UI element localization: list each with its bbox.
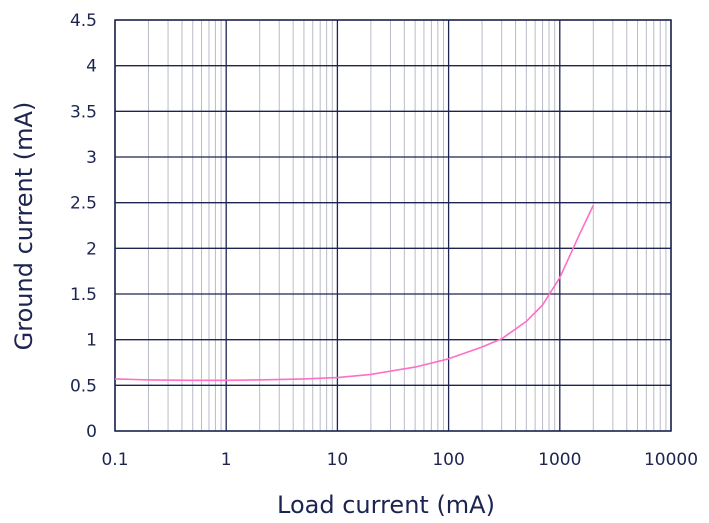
- data-point: [415, 366, 416, 367]
- y-tick-label: 0: [86, 422, 97, 442]
- data-point: [148, 379, 149, 380]
- plot-frame: [114, 19, 672, 432]
- y-tick-labels: 0 0.5 1 1.5 2 2.5 3 3.5 4 4.5: [70, 11, 97, 442]
- data-point: [542, 304, 543, 305]
- y-tick-label: 2.5: [70, 194, 97, 214]
- y-tick-label: 3: [86, 148, 97, 168]
- x-tick-label: 1: [221, 450, 232, 470]
- data-point: [226, 380, 227, 381]
- data-point: [303, 378, 304, 379]
- minor-gridlines: [147, 20, 667, 431]
- x-axis-label: Load current (mA): [277, 491, 495, 519]
- x-tick-labels: 0.1 1 10 100 1000 10000: [101, 450, 698, 470]
- data-point: [593, 205, 594, 206]
- y-tick-label: 3.5: [70, 102, 97, 122]
- major-gridlines: [114, 19, 672, 432]
- series-layer: [114, 205, 595, 382]
- data-point: [192, 380, 193, 381]
- x-tick-label: 10000: [644, 450, 698, 470]
- data-point: [370, 374, 371, 375]
- y-tick-label: 4.5: [70, 11, 97, 31]
- data-point: [337, 377, 338, 378]
- data-point: [481, 346, 482, 347]
- x-tick-label: 0.1: [101, 450, 128, 470]
- series-line: [114, 205, 595, 382]
- data-point: [114, 378, 115, 379]
- data-point: [526, 321, 527, 322]
- y-tick-label: 4: [86, 57, 97, 77]
- data-point: [259, 379, 260, 380]
- x-tick-label: 10: [327, 450, 349, 470]
- y-tick-label: 2: [86, 239, 97, 259]
- data-point: [448, 358, 449, 359]
- y-axis-label: Ground current (mA): [10, 102, 38, 351]
- y-tick-label: 1: [86, 331, 97, 351]
- data-point: [559, 277, 560, 278]
- data-point: [501, 338, 502, 339]
- y-tick-label: 0.5: [70, 376, 97, 396]
- x-tick-label: 100: [432, 450, 464, 470]
- x-tick-label: 1000: [538, 450, 581, 470]
- data-point: [579, 234, 580, 235]
- y-tick-label: 1.5: [70, 285, 97, 305]
